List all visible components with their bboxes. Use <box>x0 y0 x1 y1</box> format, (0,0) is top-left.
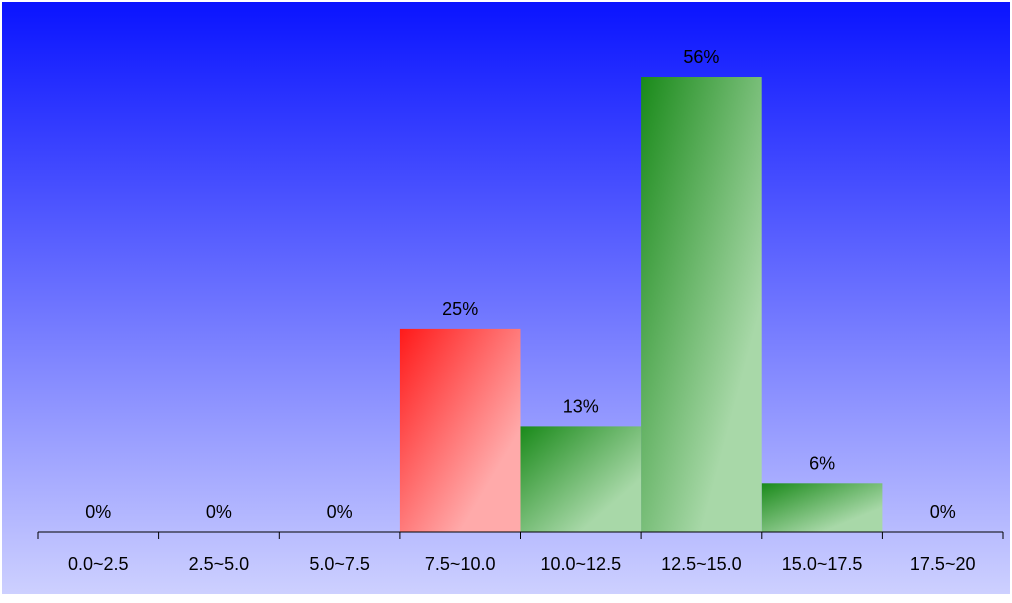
data-labels: 0% 0% 0% 25% 13% 56% 6% 0% <box>85 47 955 522</box>
data-label-15.0~17.5: 6% <box>809 453 835 473</box>
data-label-12.5~15.0: 56% <box>683 47 719 67</box>
data-label-7.5~10.0: 25% <box>442 299 478 319</box>
x-tick-label-15.0~17.5: 15.0~17.5 <box>782 554 863 574</box>
x-axis <box>37 531 1004 539</box>
data-label-2.5~5.0: 0% <box>206 502 232 522</box>
x-tick-label-12.5~15.0: 12.5~15.0 <box>661 554 742 574</box>
data-label-5.0~7.5: 0% <box>327 502 353 522</box>
x-tick-label-2.5~5.0: 2.5~5.0 <box>189 554 250 574</box>
x-tick-label-7.5~10.0: 7.5~10.0 <box>425 554 496 574</box>
data-label-10.0~12.5: 13% <box>563 396 599 416</box>
bar-12.5~15.0 <box>641 77 762 532</box>
x-tick-label-17.5~20: 17.5~20 <box>910 554 976 574</box>
bar-series <box>399 77 883 533</box>
x-tick-label-0.0~2.5: 0.0~2.5 <box>68 554 129 574</box>
x-tick-label-10.0~12.5: 10.0~12.5 <box>541 554 622 574</box>
bar-15.0~17.5 <box>761 483 883 533</box>
x-tick-label-5.0~7.5: 5.0~7.5 <box>309 554 370 574</box>
bar-10.0~12.5 <box>520 426 642 532</box>
bar-7.5~10.0 <box>399 328 521 532</box>
data-label-0.0~2.5: 0% <box>85 502 111 522</box>
x-tick-labels: 0.0~2.5 2.5~5.0 5.0~7.5 7.5~10.0 10.0~12.5 12… <box>68 554 975 574</box>
data-label-17.5~20: 0% <box>930 502 956 522</box>
